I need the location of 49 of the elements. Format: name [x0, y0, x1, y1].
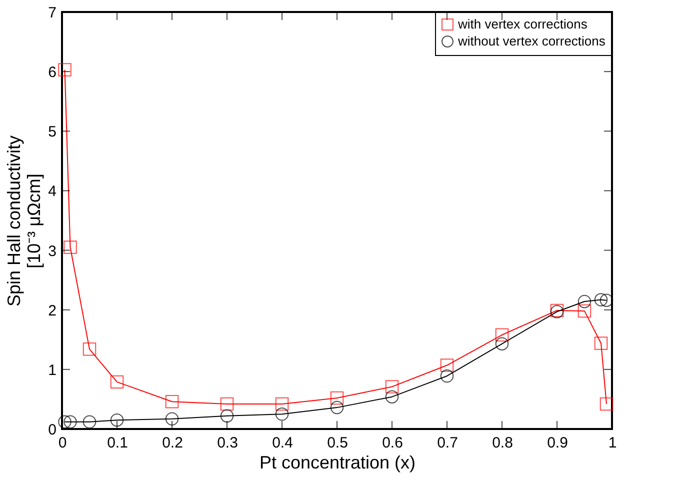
x-tick-label: 0.6 — [382, 434, 403, 452]
x-tick-label: 0.2 — [162, 434, 183, 452]
point — [220, 397, 234, 411]
point — [220, 409, 234, 423]
x-tick-label: 0.3 — [217, 434, 238, 452]
point — [82, 342, 96, 356]
point — [64, 415, 77, 428]
y-tick-label: 3 — [48, 242, 56, 260]
y-tick-label: 1 — [48, 362, 56, 379]
point — [110, 413, 124, 427]
point — [58, 63, 72, 76]
point — [330, 391, 344, 405]
point — [165, 412, 179, 426]
x-tick-label: 0.4 — [272, 434, 293, 452]
point — [600, 294, 614, 307]
x-tick-label: 0.8 — [492, 434, 513, 452]
point — [275, 397, 289, 411]
y-tick-label: 0 — [48, 422, 56, 438]
x-tick-label: 1 — [608, 434, 617, 452]
point — [58, 415, 72, 428]
point — [110, 375, 124, 389]
point — [385, 380, 399, 394]
y-tick-label: 2 — [48, 302, 56, 320]
point — [330, 400, 344, 414]
point — [440, 358, 454, 372]
point — [594, 336, 608, 350]
point — [578, 294, 592, 308]
point — [495, 337, 509, 350]
legend-label: with vertex corrections — [457, 16, 588, 32]
point — [82, 415, 96, 428]
y-tick-label: 7 — [48, 4, 56, 22]
x-axis-title: Pt concentration (x) — [259, 452, 416, 472]
x-tick-label: 0.9 — [547, 434, 568, 452]
y-tick-label: 6 — [48, 64, 56, 82]
y-tick-label: 5 — [48, 124, 56, 141]
point — [495, 328, 509, 342]
point — [64, 240, 77, 254]
legend-label: without vertex corrections — [457, 34, 606, 48]
point — [578, 304, 592, 318]
point — [440, 369, 454, 383]
point — [165, 394, 179, 408]
point — [600, 397, 614, 411]
y-tick-label: 4 — [48, 183, 56, 200]
point — [385, 390, 399, 404]
x-tick-label: 0.5 — [327, 434, 348, 452]
x-tick-label: 0.1 — [107, 434, 128, 452]
x-tick-label: 0.7 — [437, 434, 458, 452]
point — [275, 407, 289, 421]
y-axis-title: Spin Hall conductivity [10⁻³ μΩcm] — [4, 135, 44, 307]
